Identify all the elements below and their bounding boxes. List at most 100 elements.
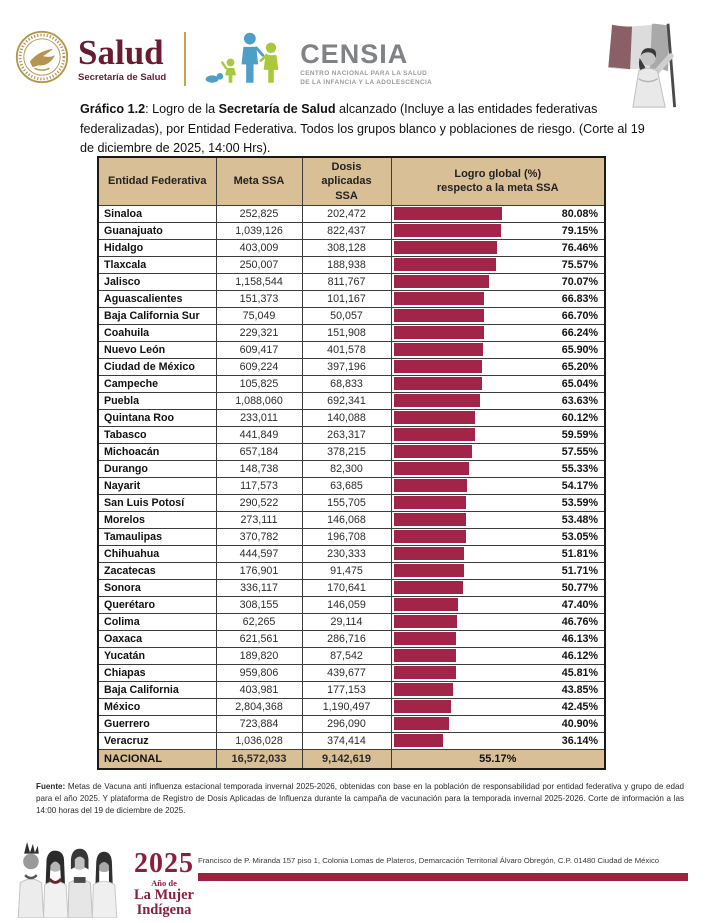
- logro-bar: [393, 207, 503, 221]
- indigenous-women-photo: [14, 840, 122, 923]
- table-row: Morelos 273,111 146,068 53.48%: [97, 510, 606, 529]
- logro-bar: [393, 445, 472, 459]
- logro-bar: [393, 241, 498, 255]
- salud-logo-subtitle: Secretaría de Salud: [78, 72, 167, 83]
- meta-ssa-value: 336,117: [215, 578, 303, 597]
- censia-logo: CENSIA CENTRO NACIONAL PARA LA SALUD DE …: [202, 27, 432, 92]
- dosis-ssa-value: 230,333: [301, 544, 392, 563]
- logro-percent: 80.08%: [561, 207, 598, 220]
- header: Salud Secretaría de Salud: [14, 24, 432, 94]
- table-row: Sonora 336,117 170,641 50.77%: [97, 578, 606, 597]
- total-row: NACIONAL 16,572,033 9,142,619 55.17%: [97, 748, 606, 770]
- logro-cell: 46.12%: [390, 646, 606, 665]
- entity-name: Nuevo León: [97, 340, 217, 359]
- logro-bar: [393, 513, 467, 527]
- dosis-ssa-value: 151,908: [301, 323, 392, 342]
- source-note-text: Metas de Vacuna anti influenza estaciona…: [36, 782, 684, 816]
- logro-bar: [393, 717, 450, 731]
- logro-percent: 50.77%: [561, 581, 598, 594]
- dosis-ssa-value: 188,938: [301, 255, 392, 274]
- logro-bar: [393, 224, 502, 238]
- year-logo-line2: La Mujer: [134, 887, 194, 904]
- table-row: Nayarit 117,573 63,685 54.17%: [97, 476, 606, 495]
- meta-ssa-value: 105,825: [215, 374, 303, 393]
- table-row: Baja California 403,981 177,153 43.85%: [97, 680, 606, 699]
- entity-name: Morelos: [97, 510, 217, 529]
- table-row: Michoacán 657,184 378,215 57.55%: [97, 442, 606, 461]
- logro-percent: 55.33%: [561, 462, 598, 475]
- total-logro: 55.17%: [390, 748, 606, 770]
- table-row: Jalisco 1,158,544 811,767 70.07%: [97, 272, 606, 291]
- entity-name: Colima: [97, 612, 217, 631]
- logro-cell: 60.12%: [390, 408, 606, 427]
- logro-bar: [393, 530, 466, 544]
- logro-percent: 79.15%: [561, 224, 598, 237]
- entity-name: Yucatán: [97, 646, 217, 665]
- table-row: Hidalgo 403,009 308,128 76.46%: [97, 238, 606, 257]
- logro-percent: 46.13%: [561, 632, 598, 645]
- entity-name: Tabasco: [97, 425, 217, 444]
- logro-cell: 50.77%: [390, 578, 606, 597]
- table-row: Ciudad de México 609,224 397,196 65.20%: [97, 357, 606, 376]
- meta-ssa-value: 2,804,368: [215, 697, 303, 716]
- entity-name: Guerrero: [97, 714, 217, 733]
- dosis-ssa-value: 1,190,497: [301, 697, 392, 716]
- entity-name: Chiapas: [97, 663, 217, 682]
- footer-address: Francisco de P. Miranda 157 piso 1, Colo…: [198, 856, 660, 865]
- dosis-ssa-value: 401,578: [301, 340, 392, 359]
- logro-bar: [393, 479, 468, 493]
- logro-cell: 65.90%: [390, 340, 606, 359]
- entity-name: Zacatecas: [97, 561, 217, 580]
- censia-logo-subtitle: CENTRO NACIONAL PARA LA SALUD DE LA INFA…: [300, 70, 433, 86]
- logro-bar: [393, 683, 454, 697]
- col-header-meta: Meta SSA: [215, 156, 303, 206]
- logro-cell: 79.15%: [390, 221, 606, 240]
- table-header-row: Entidad Federativa Meta SSA Dosis aplica…: [97, 156, 606, 206]
- year-logo-line3: Indígena: [136, 902, 192, 919]
- logro-bar: [393, 700, 452, 714]
- logro-cell: 45.81%: [390, 663, 606, 682]
- logro-cell: 65.20%: [390, 357, 606, 376]
- dosis-ssa-value: 29,114: [301, 612, 392, 631]
- entity-name: San Luis Potosí: [97, 493, 217, 512]
- logro-bar: [393, 632, 457, 646]
- logro-bar: [393, 581, 463, 595]
- entity-name: Michoacán: [97, 442, 217, 461]
- table-row: Veracruz 1,036,028 374,414 36.14%: [97, 731, 606, 750]
- dosis-ssa-value: 439,677: [301, 663, 392, 682]
- logro-percent: 66.70%: [561, 309, 598, 322]
- entity-name: Jalisco: [97, 272, 217, 291]
- table-row: Zacatecas 176,901 91,475 51.71%: [97, 561, 606, 580]
- logro-cell: 63.63%: [390, 391, 606, 410]
- logro-bar: [393, 411, 476, 425]
- logro-cell: 66.70%: [390, 306, 606, 325]
- dosis-ssa-value: 308,128: [301, 238, 392, 257]
- meta-ssa-value: 273,111: [215, 510, 303, 529]
- year-logo-number: 2025: [134, 848, 194, 879]
- dosis-ssa-value: 82,300: [301, 459, 392, 478]
- logro-cell: 66.24%: [390, 323, 606, 342]
- logro-percent: 65.90%: [561, 343, 598, 356]
- table-row: Sinaloa 252,825 202,472 80.08%: [97, 204, 606, 223]
- logro-percent: 63.63%: [561, 394, 598, 407]
- logro-cell: 57.55%: [390, 442, 606, 461]
- meta-ssa-value: 723,884: [215, 714, 303, 733]
- salud-logo: Salud Secretaría de Salud: [78, 35, 166, 83]
- logro-bar: [393, 462, 469, 476]
- logro-bar: [393, 598, 458, 612]
- table-row: Querétaro 308,155 146,059 47.40%: [97, 595, 606, 614]
- censia-logo-text: CENSIA CENTRO NACIONAL PARA LA SALUD DE …: [300, 41, 432, 91]
- dosis-ssa-value: 177,153: [301, 680, 392, 699]
- logro-cell: 51.71%: [390, 561, 606, 580]
- logro-bar: [393, 394, 481, 408]
- entity-name: Aguascalientes: [97, 289, 217, 308]
- table-row: Chihuahua 444,597 230,333 51.81%: [97, 544, 606, 563]
- logro-bar: [393, 547, 464, 561]
- dosis-ssa-value: 63,685: [301, 476, 392, 495]
- table-row: Yucatán 189,820 87,542 46.12%: [97, 646, 606, 665]
- meta-ssa-value: 176,901: [215, 561, 303, 580]
- logro-percent: 59.59%: [561, 428, 598, 441]
- meta-ssa-value: 308,155: [215, 595, 303, 614]
- dosis-ssa-value: 155,705: [301, 493, 392, 512]
- logro-percent: 40.90%: [561, 717, 598, 730]
